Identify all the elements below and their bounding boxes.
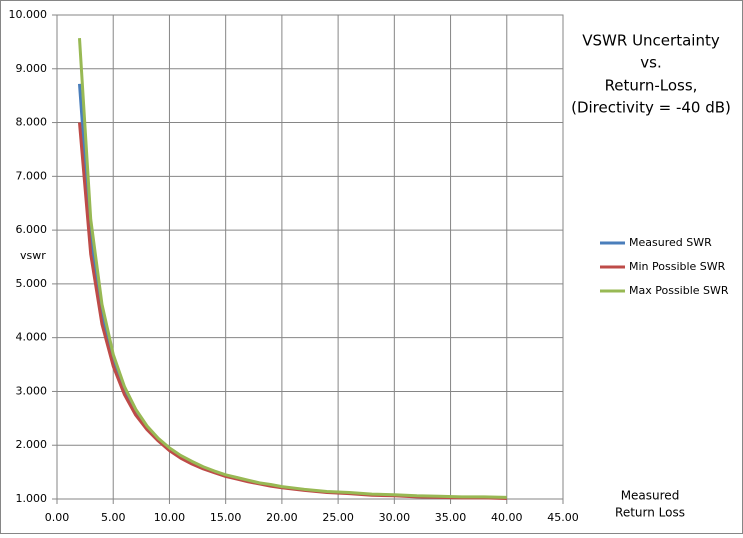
y-tick-label: 6.000 [16, 223, 48, 236]
x-tick-label: 45.00 [547, 511, 579, 524]
x-tick-label: 40.00 [491, 511, 523, 524]
plot-area [56, 14, 564, 500]
x-tick-label: 10.00 [154, 511, 186, 524]
chart-title: (Directivity = -40 dB) [571, 99, 731, 117]
y-tick-label: 4.000 [16, 331, 48, 344]
y-tick-label: 9.000 [16, 62, 48, 75]
x-tick-label: 30.00 [379, 511, 411, 524]
x-axis-label: Return Loss [615, 506, 685, 520]
y-tick-label: 1.000 [16, 492, 48, 505]
chart-title: vs. [640, 54, 661, 72]
y-tick-label: 7.000 [16, 169, 48, 182]
legend-label: Min Possible SWR [629, 260, 726, 273]
x-tick-label: 15.00 [210, 511, 242, 524]
y-tick-label: 8.000 [16, 116, 48, 129]
y-tick-label: 10.000 [9, 8, 48, 21]
legend-label: Measured SWR [629, 236, 712, 249]
chart-title: Return-Loss, [605, 77, 698, 95]
x-tick-label: 25.00 [322, 511, 354, 524]
y-axis-label: vswr [20, 249, 46, 262]
y-tick-label: 5.000 [16, 277, 48, 290]
x-tick-label: 35.00 [435, 511, 467, 524]
y-tick-label: 3.000 [16, 384, 48, 397]
x-tick-label: 0.00 [45, 511, 70, 524]
series-line [77, 38, 507, 499]
x-tick-label: 5.00 [101, 511, 126, 524]
chart-title: VSWR Uncertainty [582, 32, 720, 50]
y-tick-label: 2.000 [16, 438, 48, 451]
x-tick-label: 20.00 [266, 511, 298, 524]
x-axis-label: Measured [621, 489, 680, 503]
legend-label: Max Possible SWR [629, 284, 729, 297]
